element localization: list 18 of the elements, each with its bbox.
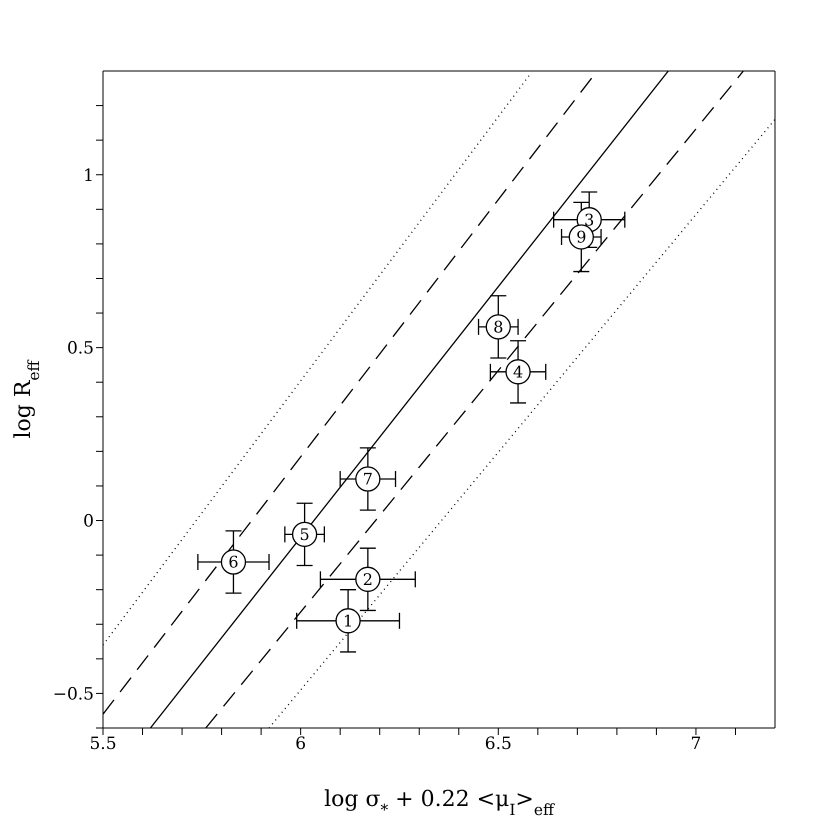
y-tick-label: −0.5 (52, 684, 94, 704)
annotation: 4 (512, 362, 524, 382)
x-axis-title: log σ$_{*}$ + 0.22 <μ$_{I}$>$_{eff}$ (324, 787, 555, 819)
annotation: 7 (362, 470, 373, 489)
x-tick-label: 6 (295, 734, 306, 754)
y-tick-label: 0.5 (66, 338, 94, 359)
x-tick-label: 7 (690, 734, 702, 754)
annotation: 1 (342, 611, 354, 630)
annotation: 9 (576, 228, 586, 247)
annotation: 3 (584, 210, 594, 230)
annotation: 8 (493, 317, 504, 336)
x-tick-label: 5.5 (89, 734, 117, 754)
y-tick-label: 1 (83, 166, 94, 186)
y-tick-label: 0 (83, 512, 94, 532)
annotation: 5 (300, 524, 310, 544)
x-tick-label: 6.5 (484, 734, 512, 754)
annotation: 6 (228, 552, 239, 572)
annotation: 2 (362, 570, 373, 589)
